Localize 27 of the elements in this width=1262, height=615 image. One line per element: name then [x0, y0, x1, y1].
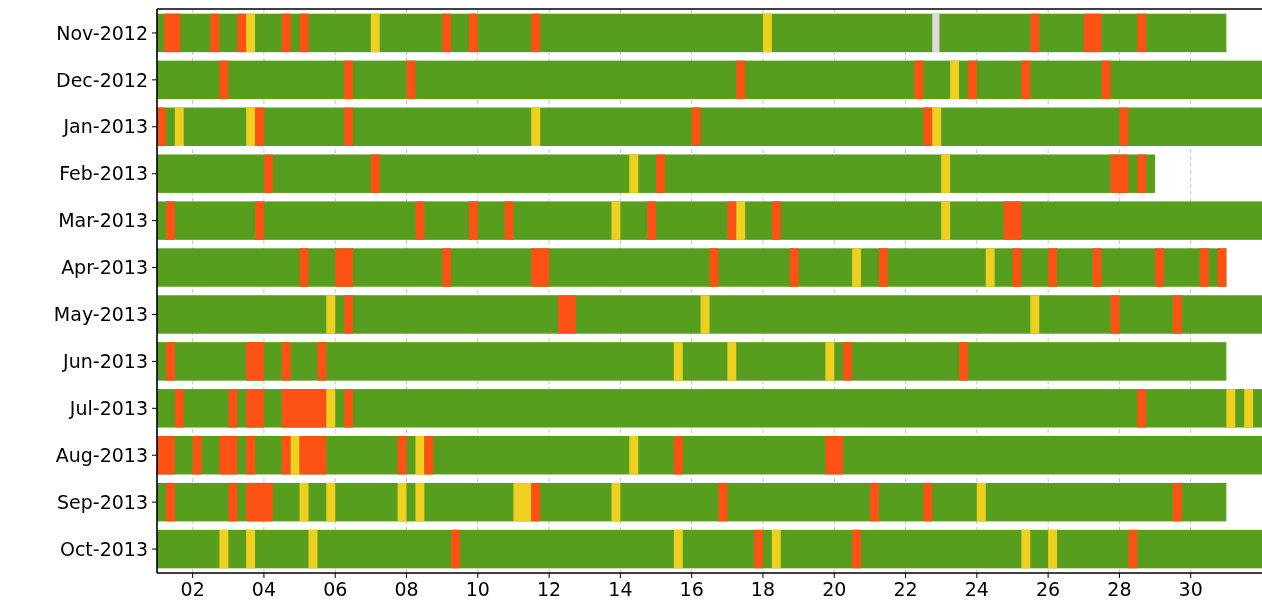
- x-tick-label: 12: [537, 578, 562, 600]
- x-tick-label: 14: [608, 578, 633, 600]
- x-tick-label: 20: [822, 578, 847, 600]
- x-tick-label: 06: [323, 578, 348, 600]
- y-tick-label: Feb-2013: [59, 162, 148, 185]
- x-tick-label: 08: [394, 578, 419, 600]
- y-tick-label: Dec-2012: [56, 68, 148, 91]
- y-tick-label: Sep-2013: [56, 490, 148, 513]
- y-tick-label: Oct-2013: [59, 537, 148, 560]
- y-tick-label: Jan-2013: [62, 115, 148, 138]
- x-tick-label: 04: [251, 578, 277, 600]
- y-tick-label: Aug-2013: [55, 443, 148, 466]
- x-tick-label: 22: [893, 578, 918, 600]
- y-tick-label: Jul-2013: [68, 396, 148, 419]
- x-tick-label: 02: [180, 578, 205, 600]
- y-tick-label: Nov-2012: [56, 21, 148, 44]
- x-tick-label: 18: [750, 578, 776, 600]
- x-tick-label: 30: [1178, 578, 1203, 600]
- x-tick-label: 28: [1107, 578, 1132, 600]
- y-tick-label: Apr-2013: [61, 256, 148, 279]
- y-tick-label: Mar-2013: [58, 209, 148, 232]
- x-tick-label: 26: [1036, 578, 1061, 600]
- x-tick-label: 24: [964, 578, 989, 600]
- x-tick-label: 10: [465, 578, 490, 600]
- y-tick-label: May-2013: [53, 303, 148, 326]
- y-tick-label: Jun-2013: [62, 350, 148, 373]
- x-tick-label: 16: [679, 578, 704, 600]
